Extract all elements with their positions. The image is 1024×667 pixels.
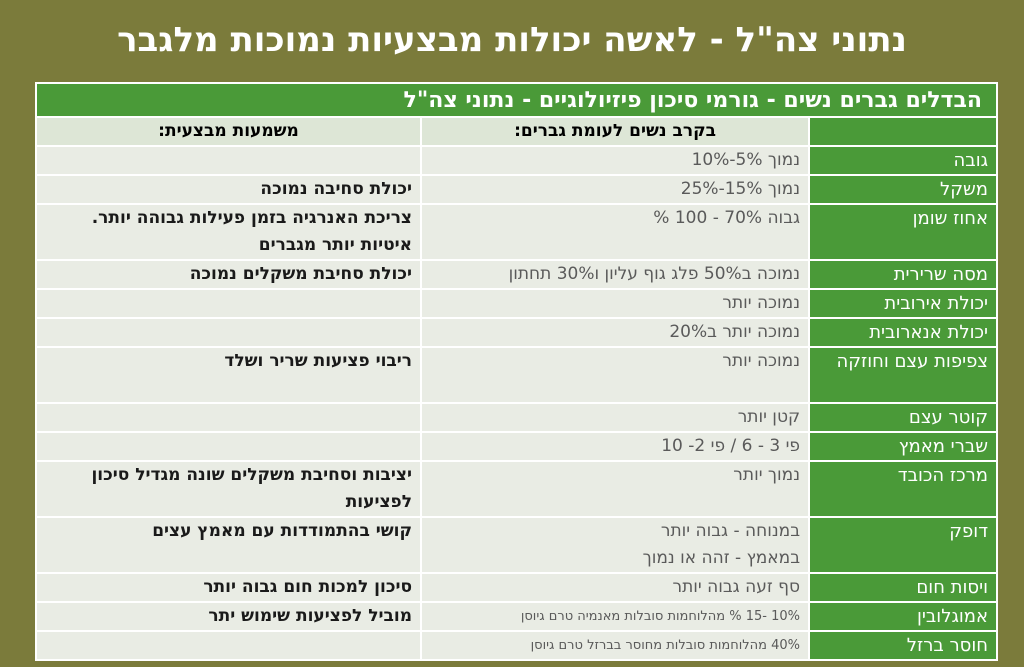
factor-cell: חוסר ברזל bbox=[808, 630, 999, 661]
women-cell: נמוכה ב50% פלג גוף עליון ו30% תחתון bbox=[420, 259, 811, 290]
meaning-cell: קושי בהתמודדות עם מאמץ עצים bbox=[34, 516, 423, 574]
table-row: שברי מאמץ פי 3 - 6 / פי 2- 10 bbox=[34, 431, 999, 462]
table-row: מרכז הכובד נמוך יותר יציבות וסחיבת משקלי… bbox=[34, 460, 999, 518]
meaning-cell: סיכון למכות חום גבוה יותר bbox=[34, 572, 423, 603]
table-row: מסה שרירית נמוכה ב50% פלג גוף עליון ו30%… bbox=[34, 259, 999, 290]
table-row: יכולת אירובית נמוכה יותר bbox=[34, 288, 999, 319]
women-cell: פי 3 - 6 / פי 2- 10 bbox=[420, 431, 811, 462]
column-header-women: בקרב נשים לעומת גברים: bbox=[420, 116, 811, 147]
meaning-cell: יכולת סחיבת משקלים נמוכה bbox=[34, 259, 423, 290]
meaning-cell: צריכת האנרגיה בזמן פעילות גבוהה יותר. אי… bbox=[34, 203, 423, 261]
meaning-cell: יכולת סחיבה נמוכה bbox=[34, 174, 423, 205]
factor-cell: מרכז הכובד bbox=[808, 460, 999, 518]
factor-cell: צפיפות עצם וחוזקה bbox=[808, 346, 999, 404]
table-row: ויסות חום סף זעה גבוה יותר סיכון למכות ח… bbox=[34, 572, 999, 603]
meaning-cell: ריבוי פציעות שריר ושלד bbox=[34, 346, 423, 404]
table-row: אחוז שומן גבוה 70% - 100 % צריכת האנרגיה… bbox=[34, 203, 999, 261]
women-line-effort: במאמץ - זהה או נמוך bbox=[642, 548, 801, 568]
column-header-meaning: משמעות מבצעית: bbox=[34, 116, 423, 147]
women-cell: נמוך יותר bbox=[420, 460, 811, 518]
factor-cell: יכולת אירובית bbox=[808, 288, 999, 319]
women-cell: גבוה 70% - 100 % bbox=[420, 203, 811, 261]
table-row: דופק במנוחה - גבוה יותר במאמץ - זהה או נ… bbox=[34, 516, 999, 574]
table-row: משקל נמוך 15%-25% יכולת סחיבה נמוכה bbox=[34, 174, 999, 205]
meaning-cell: יציבות וסחיבת משקלים שונה מגדיל סיכון לפ… bbox=[34, 460, 423, 518]
women-cell: במנוחה - גבוה יותר במאמץ - זהה או נמוך bbox=[420, 516, 811, 574]
women-cell: 10% -15 % מהלוחמות סובלות מאנמיה טרם גיו… bbox=[420, 601, 811, 632]
women-cell: נמוך 5%-10% bbox=[420, 145, 811, 176]
table-row: יכולת אנארובית נמוכה יותר ב20% bbox=[34, 317, 999, 348]
factor-cell: מסה שרירית bbox=[808, 259, 999, 290]
factor-cell: ויסות חום bbox=[808, 572, 999, 603]
meaning-cell bbox=[34, 288, 423, 319]
table-row: גובה נמוך 5%-10% bbox=[34, 145, 999, 176]
factor-cell: אחוז שומן bbox=[808, 203, 999, 261]
table-row: קוטר עצם קטן יותר bbox=[34, 402, 999, 433]
risk-factors-table: הבדלים גברים נשים - גורמי סיכון פיזיולוג… bbox=[34, 82, 999, 661]
column-header-factor bbox=[808, 116, 999, 147]
table-row: צפיפות עצם וחוזקה נמוכה יותר ריבוי פציעו… bbox=[34, 346, 999, 404]
meaning-cell bbox=[34, 402, 423, 433]
table-row: חוסר ברזל 40% מהלוחמות סובלות מחוסר בברז… bbox=[34, 630, 999, 661]
women-line-rest: במנוחה - גבוה יותר bbox=[660, 521, 801, 541]
table-row: אמוגלובין 10% -15 % מהלוחמות סובלות מאנמ… bbox=[34, 601, 999, 632]
table-header: הבדלים גברים נשים - גורמי סיכון פיזיולוג… bbox=[34, 82, 999, 118]
factor-cell: קוטר עצם bbox=[808, 402, 999, 433]
table-panel: הבדלים גברים נשים - גורמי סיכון פיזיולוג… bbox=[34, 82, 999, 661]
factor-cell: שברי מאמץ bbox=[808, 431, 999, 462]
women-cell: סף זעה גבוה יותר bbox=[420, 572, 811, 603]
meaning-cell: מוביל לפציעות שימוש יתר bbox=[34, 601, 423, 632]
table-header-row: הבדלים גברים נשים - גורמי סיכון פיזיולוג… bbox=[34, 82, 999, 118]
factor-cell: גובה bbox=[808, 145, 999, 176]
women-cell: 40% מהלוחמות סובלות מחוסר בברזל טרם גיוס… bbox=[420, 630, 811, 661]
column-header-row: בקרב נשים לעומת גברים: משמעות מבצעית: bbox=[34, 116, 999, 147]
women-cell: קטן יותר bbox=[420, 402, 811, 433]
women-cell: נמוכה יותר ב20% bbox=[420, 317, 811, 348]
factor-cell: משקל bbox=[808, 174, 999, 205]
meaning-cell bbox=[34, 431, 423, 462]
page-title: נתוני צה"ל - לאשה יכולות מבצעיות נמוכות … bbox=[117, 20, 907, 60]
factor-cell: יכולת אנארובית bbox=[808, 317, 999, 348]
meaning-cell bbox=[34, 630, 423, 661]
women-cell: נמוכה יותר bbox=[420, 288, 811, 319]
women-cell: נמוכה יותר bbox=[420, 346, 811, 404]
women-cell: נמוך 15%-25% bbox=[420, 174, 811, 205]
factor-cell: דופק bbox=[808, 516, 999, 574]
meaning-cell bbox=[34, 145, 423, 176]
factor-cell: אמוגלובין bbox=[808, 601, 999, 632]
meaning-cell bbox=[34, 317, 423, 348]
